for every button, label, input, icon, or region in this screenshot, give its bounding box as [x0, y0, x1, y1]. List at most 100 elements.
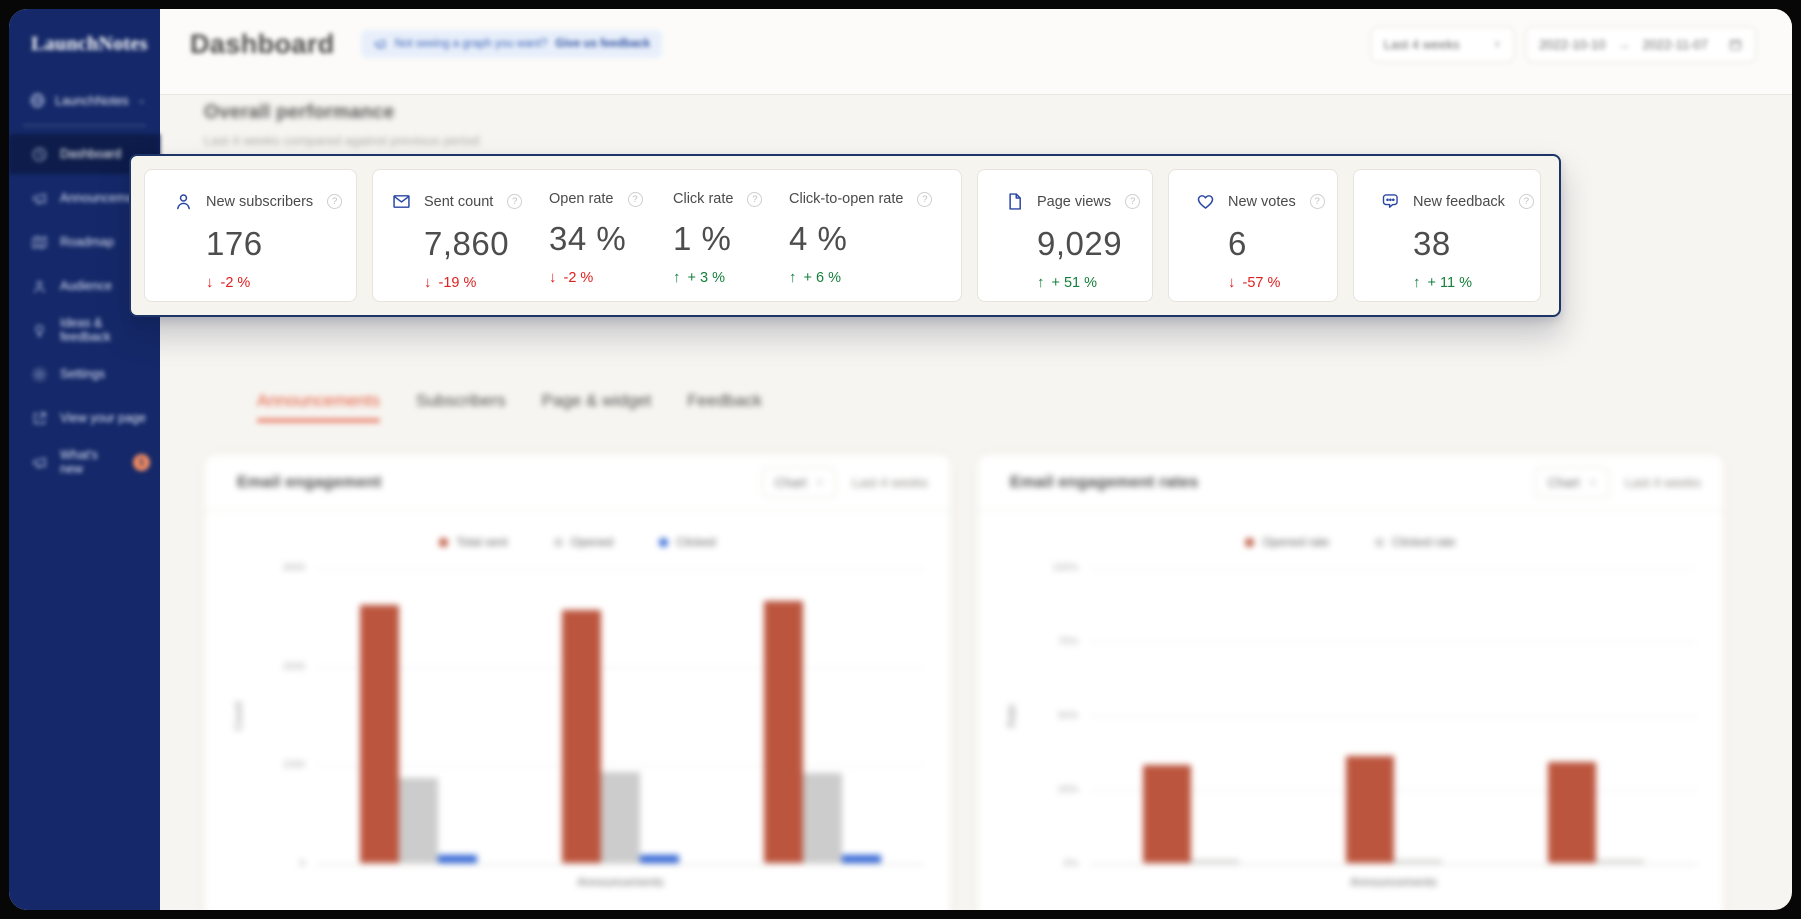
metric-value: 6	[1228, 225, 1319, 263]
feedback-banner-text: Not seeing a graph you want?	[395, 38, 548, 50]
feedback-banner[interactable]: Not seeing a graph you want? Give us fee…	[361, 30, 662, 58]
sidebar-item-label: Roadmap	[60, 235, 114, 249]
chart-tabs: Announcements Subscribers Page & widget Fee…	[257, 391, 762, 422]
bar-opened[interactable]	[601, 772, 640, 863]
y-axis-label: Rate	[1006, 704, 1018, 727]
gridline	[317, 667, 924, 668]
whats-new-badge: 1	[133, 454, 150, 471]
bar-total-sent[interactable]	[562, 610, 601, 863]
chart-view-select[interactable]: Chart ∨	[1535, 467, 1609, 498]
bar-opened-rate[interactable]	[1143, 765, 1191, 863]
page-title: Dashboard	[190, 29, 335, 60]
sidebar-divider	[23, 125, 146, 126]
megaphone-icon	[373, 37, 387, 51]
sidebar-item-view-your-page[interactable]: View your page	[9, 398, 160, 438]
help-icon[interactable]: ?	[917, 192, 932, 207]
launchnotes-logo: LaunchNotes	[31, 33, 160, 56]
panel-title: Email engagement	[237, 474, 382, 492]
legend-label: Clicked rate	[1392, 535, 1455, 549]
whats-new-icon	[31, 454, 48, 471]
legend-dot	[1375, 538, 1384, 547]
y-axis-tick: 50%	[1058, 711, 1078, 722]
tab-feedback[interactable]: Feedback	[687, 391, 762, 422]
bar-opened[interactable]	[803, 773, 842, 863]
bar-total-sent[interactable]	[360, 605, 399, 864]
chart-view-select[interactable]: Chart ∨	[762, 467, 836, 498]
panel-range-label: Last 4 weeks	[852, 475, 928, 490]
legend-item-clicked[interactable]: Clicked	[659, 535, 715, 549]
tab-page-widget[interactable]: Page & widget	[542, 391, 652, 422]
top-bar: Dashboard Not seeing a graph you want? G…	[160, 9, 1792, 95]
date-start-value: 2022-10-10	[1539, 37, 1606, 52]
workspace-selector[interactable]: LaunchNotes ⌄	[23, 84, 152, 117]
help-icon[interactable]: ?	[747, 192, 762, 207]
x-axis-line	[317, 864, 924, 865]
workspace-label: LaunchNotes	[55, 94, 129, 108]
sidebar-item-what-s-new[interactable]: What's new 1	[9, 442, 160, 482]
metric-delta: ↓ -57 %	[1228, 274, 1319, 291]
help-icon[interactable]: ?	[1125, 194, 1140, 209]
legend-label: Opened	[571, 535, 614, 549]
y-axis-tick: 0	[299, 859, 305, 870]
sidebar-item-label: What's new	[60, 448, 117, 476]
help-icon[interactable]: ?	[628, 192, 643, 207]
date-range-picker[interactable]: 2022-10-10 → 2022-11-07	[1526, 27, 1756, 62]
feedback-banner-cta[interactable]: Give us feedback	[555, 38, 650, 50]
page-icon	[1004, 191, 1025, 212]
y-axis-tick: 2000	[283, 661, 305, 672]
arrow-up-icon: ↑	[673, 269, 681, 286]
legend-dot	[659, 538, 668, 547]
legend-item-opened[interactable]: Opened	[554, 535, 614, 549]
bar-clicked-rate[interactable]	[1394, 860, 1442, 863]
metric-value: 176	[206, 225, 338, 263]
tab-subscribers[interactable]: Subscribers	[416, 391, 506, 422]
metric-value: 38	[1413, 225, 1522, 263]
legend-item-clicked-rate[interactable]: Clicked rate	[1375, 535, 1455, 549]
metric-delta: ↑ + 3 %	[673, 269, 789, 286]
sidebar-item-label: Ideas & feedback	[60, 316, 150, 344]
bar-total-sent[interactable]	[764, 601, 803, 863]
metric-value: 9,029	[1037, 225, 1134, 263]
help-icon[interactable]: ?	[327, 194, 342, 209]
sidebar: LaunchNotes LaunchNotes ⌄ DashboardAnnou…	[9, 9, 160, 910]
metric-label: New votes	[1228, 194, 1296, 210]
y-axis-tick: 25%	[1058, 785, 1078, 796]
chart-view-value: Chart	[775, 475, 807, 490]
bar-opened-rate[interactable]	[1548, 762, 1596, 863]
date-range-preset-select[interactable]: Last 4 weeks ∨	[1371, 27, 1514, 62]
bar-clicked-rate[interactable]	[1191, 860, 1239, 863]
metric-delta: ↓ -2 %	[549, 269, 673, 286]
date-end-value: 2022-11-07	[1642, 37, 1708, 52]
legend-dot	[439, 538, 448, 547]
bar-clicked[interactable]	[842, 855, 881, 863]
metric-value: 7,860	[424, 225, 549, 263]
metric-label: New feedback	[1413, 194, 1505, 210]
settings-icon	[31, 366, 48, 383]
person-icon	[173, 191, 194, 212]
bar-opened[interactable]	[399, 778, 438, 863]
date-range-preset-value: Last 4 weeks	[1384, 37, 1460, 52]
legend-item-total-sent[interactable]: Total sent	[439, 535, 507, 549]
gridline	[317, 765, 924, 766]
bar-chart-plot: 0100020003000	[317, 568, 924, 864]
help-icon[interactable]: ?	[1310, 194, 1325, 209]
chart-panels: Email engagement Chart ∨ Last 4 weeks To…	[204, 454, 1724, 910]
bar-clicked[interactable]	[438, 855, 477, 863]
arrow-down-icon: ↓	[549, 269, 557, 286]
sidebar-item-settings[interactable]: Settings	[9, 354, 160, 394]
bar-opened-rate[interactable]	[1346, 756, 1394, 863]
bar-clicked-rate[interactable]	[1596, 860, 1644, 863]
gridline	[1090, 716, 1697, 717]
help-icon[interactable]: ?	[507, 194, 522, 209]
metric-card-new-subscribers: New subscribers ? 176 ↓ -2 %	[144, 169, 357, 302]
overview-heading: Overall performance	[204, 102, 479, 124]
external-link-icon	[31, 410, 48, 427]
bar-clicked[interactable]	[640, 855, 679, 863]
y-axis-tick: 1000	[283, 760, 305, 771]
tab-announcements[interactable]: Announcements	[257, 391, 380, 422]
arrow-right-icon: →	[1617, 37, 1630, 52]
sidebar-item-label: View your page	[60, 411, 146, 425]
y-axis-tick: 0%	[1064, 859, 1078, 870]
legend-item-opened-rate[interactable]: Opened rate	[1245, 535, 1329, 549]
help-icon[interactable]: ?	[1519, 194, 1534, 209]
